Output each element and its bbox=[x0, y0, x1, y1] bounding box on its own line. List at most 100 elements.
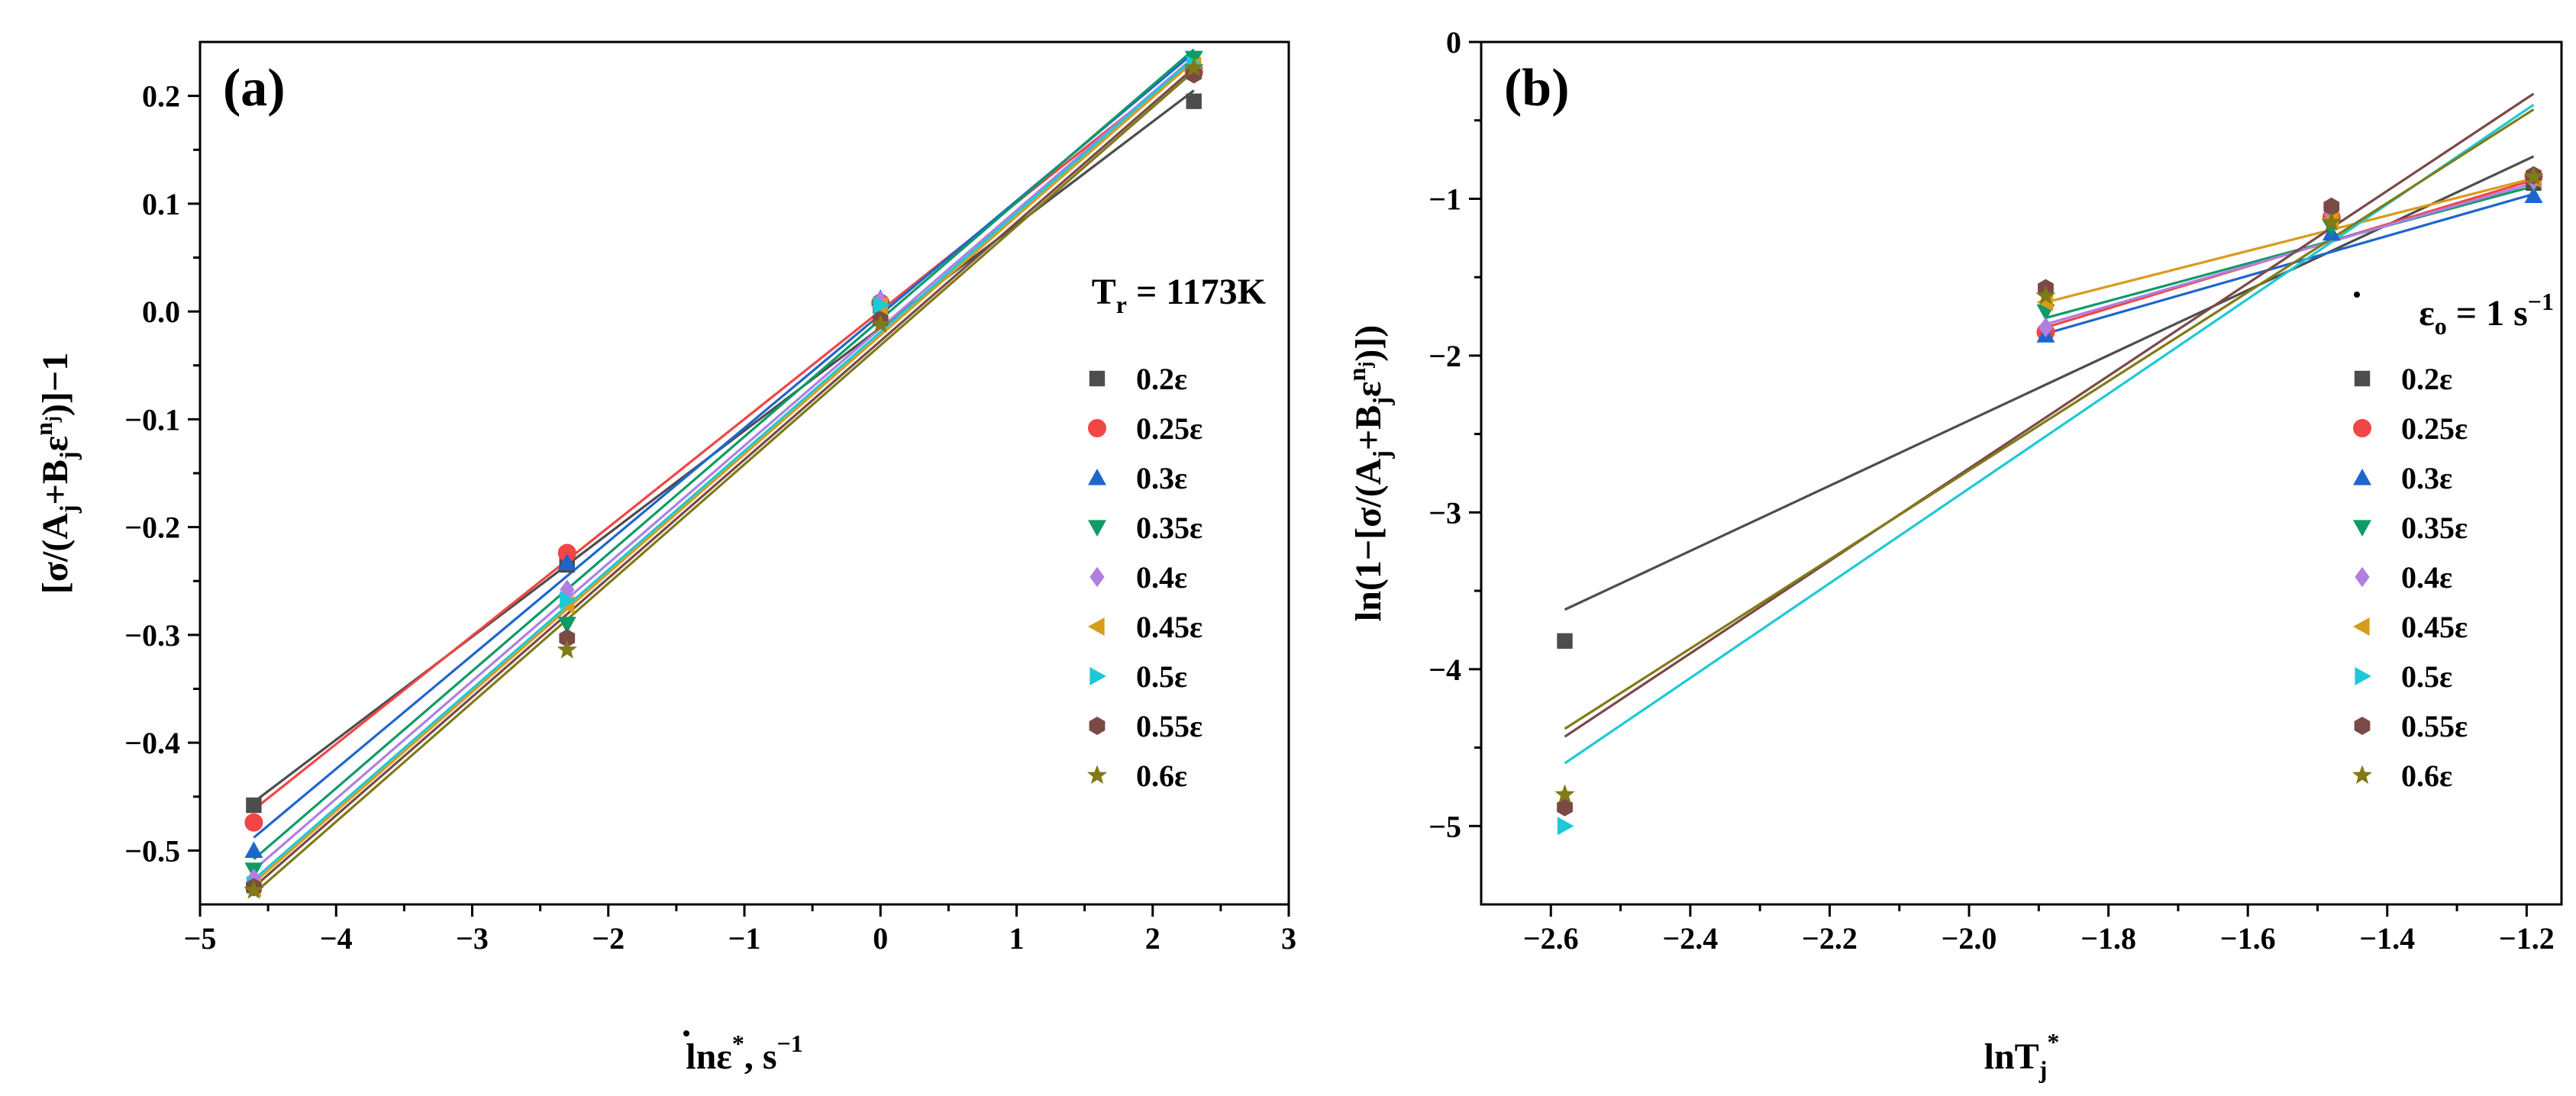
y-tick-label: −0.5 bbox=[124, 833, 180, 868]
fit-line-0.4e bbox=[2045, 182, 2534, 326]
data-point-0.35e bbox=[557, 617, 576, 633]
data-point-0.2e bbox=[1186, 93, 1202, 109]
fit-line-0.35e bbox=[253, 48, 1195, 860]
y-tick-label: −1 bbox=[1428, 182, 1461, 216]
legend-label: 0.6ε bbox=[2401, 759, 2452, 793]
x-tick-label: −4 bbox=[320, 921, 353, 956]
legend-label: 0.45ε bbox=[2401, 610, 2468, 644]
legend-label: 0.3ε bbox=[2401, 461, 2452, 495]
x-tick-label: 2 bbox=[1145, 921, 1160, 956]
x-tick-label: −2.6 bbox=[1523, 921, 1579, 956]
legend-marker-0.6e bbox=[1086, 765, 1108, 785]
data-point-0.6e bbox=[870, 314, 891, 334]
legend-marker-0.25e bbox=[2353, 419, 2371, 437]
x-tick-label: 3 bbox=[1281, 921, 1296, 956]
y-tick-label: −0.4 bbox=[124, 726, 180, 760]
x-axis-label: lnε*, s−1 bbox=[686, 1030, 802, 1077]
fit-line-0.35e bbox=[2045, 185, 2534, 320]
legend-label: 0.5ε bbox=[2401, 659, 2452, 694]
data-point-0.3e bbox=[244, 841, 263, 858]
legend-marker-0.4e bbox=[1089, 566, 1105, 588]
legend-marker-0.4e bbox=[2355, 566, 2370, 588]
legend-label: 0.2ε bbox=[2401, 362, 2452, 396]
legend-marker-0.55e bbox=[2354, 717, 2371, 735]
x-tick-label: −3 bbox=[456, 921, 489, 956]
y-tick-label: 0 bbox=[1446, 25, 1461, 60]
legend-marker-0.45e bbox=[1088, 617, 1105, 636]
y-tick-label: −4 bbox=[1428, 653, 1461, 687]
legend-marker-0.3e bbox=[2353, 469, 2371, 485]
y-tick-label: −5 bbox=[1428, 809, 1461, 843]
y-tick-label: 0.2 bbox=[142, 79, 180, 114]
data-point-0.55e bbox=[559, 629, 576, 648]
legend-marker-0.25e bbox=[1088, 419, 1106, 437]
data-point-0.6e bbox=[2321, 211, 2342, 231]
data-point-0.3e bbox=[2524, 186, 2543, 203]
y-tick-label: −0.2 bbox=[124, 511, 180, 545]
legend-marker-0.6e bbox=[2352, 765, 2373, 785]
y-axis-label: ln(1−[σ/(Aj+Bjεnj)]) bbox=[1343, 325, 1395, 621]
data-point-0.5e bbox=[873, 295, 890, 314]
fit-line-0.25e bbox=[253, 60, 1195, 811]
x-tick-label: −2.0 bbox=[1942, 921, 1997, 956]
x-tick-label: −1.2 bbox=[2499, 921, 2555, 956]
legend-label: 0.4ε bbox=[1136, 560, 1187, 595]
rate-dot bbox=[683, 1030, 689, 1036]
data-point-0.4e bbox=[560, 579, 575, 600]
data-point-0.2e bbox=[1557, 633, 1573, 650]
legend-label: 0.35ε bbox=[2401, 511, 2468, 545]
fit-line-0.2e bbox=[1564, 155, 2535, 611]
legend-marker-0.2e bbox=[1089, 370, 1106, 387]
x-tick-label: −2 bbox=[592, 921, 625, 956]
legend-label: 0.2ε bbox=[1136, 362, 1187, 396]
data-point-0.2e bbox=[246, 797, 262, 814]
x-tick-label: −1 bbox=[728, 921, 761, 956]
data-point-0.6e bbox=[1183, 57, 1204, 77]
data-point-0.25e bbox=[244, 813, 263, 832]
data-point-0.3e bbox=[557, 553, 576, 570]
legend-marker-0.2e bbox=[2354, 370, 2371, 387]
y-tick-label: 0.1 bbox=[142, 187, 180, 221]
data-point-0.5e bbox=[1557, 817, 1574, 836]
plot-frame bbox=[1480, 40, 2563, 906]
x-tick-label: −1.6 bbox=[2220, 921, 2276, 956]
data-point-0.6e bbox=[244, 879, 264, 899]
legend-label: 0.5ε bbox=[1136, 659, 1187, 694]
panel-b: −2.6 −2.4 −2.2 −2.0 −1.8 −1.6 −1.4 −1.2 −5 −4 −3 −2… bbox=[1343, 25, 2563, 1083]
fit-line-0.5e bbox=[1564, 103, 2535, 765]
fit-line-0.4e bbox=[253, 56, 1195, 872]
data-point-0.5e bbox=[560, 591, 576, 610]
fit-line-0.6e bbox=[1564, 108, 2535, 730]
legend-label: 0.55ε bbox=[1136, 709, 1202, 743]
y-tick-label: −3 bbox=[1428, 495, 1461, 530]
legend-marker-0.5e bbox=[1089, 667, 1106, 685]
fit-line-0.55e bbox=[253, 66, 1195, 888]
fit-line-0.5e bbox=[253, 56, 1195, 881]
x-tick-label: 0 bbox=[873, 921, 888, 956]
panel-tag: (b) bbox=[1504, 59, 1570, 118]
legend-marker-0.45e bbox=[2353, 617, 2370, 636]
x-tick-label: −1.8 bbox=[2080, 921, 2136, 956]
panel-tag: (a) bbox=[223, 59, 286, 118]
rate-dot bbox=[2354, 292, 2360, 298]
fit-line-0.3e bbox=[2045, 192, 2534, 335]
y-tick-label: −0.1 bbox=[124, 402, 180, 437]
x-tick-label: 1 bbox=[1009, 921, 1025, 956]
panel-a: −5 −4 −3 −2 −1 0 1 2 3 −0.5 −0.4 −0.3 −0.2 −0.1 0.0 0.1… bbox=[30, 40, 1296, 1077]
y-axis-label: [σ/(Aj+Bjεnj)]−1 bbox=[30, 353, 82, 594]
condition-annotation: Tr = 1173K bbox=[1092, 272, 1266, 318]
x-tick-label: −2.2 bbox=[1802, 921, 1858, 956]
legend-label: 0.6ε bbox=[1136, 759, 1187, 793]
x-tick-label: −2.4 bbox=[1662, 921, 1718, 956]
data-point-0.6e bbox=[1554, 784, 1575, 804]
fit-line-0.55e bbox=[1564, 92, 2535, 738]
legend-marker-0.35e bbox=[2353, 520, 2371, 537]
legend-label: 0.25ε bbox=[2401, 411, 2468, 446]
data-point-0.25e bbox=[557, 543, 576, 563]
legend-label: 0.35ε bbox=[1136, 511, 1202, 545]
legend-marker-0.3e bbox=[1088, 469, 1106, 485]
fit-line-0.45e bbox=[2045, 177, 2534, 304]
condition-annotation: εo = 1 s−1 bbox=[2419, 288, 2554, 340]
legend-label: 0.45ε bbox=[1136, 610, 1202, 644]
